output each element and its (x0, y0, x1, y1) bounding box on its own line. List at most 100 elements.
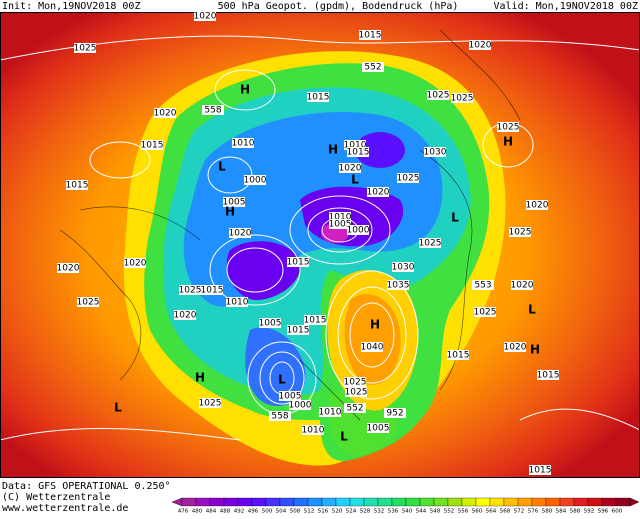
colorbar-swatch (307, 497, 323, 507)
label-bg (124, 258, 146, 268)
label-bg (201, 285, 223, 295)
colorbar-swatch (461, 497, 477, 507)
label-bg (66, 180, 88, 190)
isobar-label: 1025 (509, 228, 532, 238)
isobar-label: 1010 (344, 141, 367, 151)
colorbar-tick-label: 580 (542, 509, 553, 515)
colorbar-swatch (517, 497, 533, 507)
isobar-label: 1015 (287, 258, 310, 268)
isobar-label: 1000 (289, 401, 312, 411)
isobar-label: 1020 (339, 164, 362, 174)
colorbar-tick-label: 564 (486, 509, 497, 515)
colorbar-swatch (531, 497, 547, 507)
colorbar-tick-label: 508 (290, 509, 301, 515)
label-bg (345, 387, 367, 397)
isobar-label: 1040 (361, 343, 384, 353)
isobar-label: 1015 (529, 466, 552, 476)
data-source: Data: GFS OPERATIONAL 0.250° (2, 481, 171, 492)
colorbar-swatch (321, 497, 337, 507)
isobar-label: 1025 (199, 399, 222, 409)
pressure-center: H (225, 205, 235, 219)
isobar-label: 558 (271, 412, 288, 422)
label-bg (384, 408, 406, 418)
colorbar-swatch (475, 497, 491, 507)
label-bg (509, 227, 531, 237)
colorbar-tick-label: 544 (416, 509, 427, 515)
isobar-label: 1030 (392, 263, 415, 273)
isobar-label: 552 (364, 63, 381, 73)
isobar-label: 1020 (229, 229, 252, 239)
colorbar-swatch (377, 497, 393, 507)
isobar-label: 1000 (347, 226, 370, 236)
colorbar-swatch (419, 497, 435, 507)
colorbar-swatch (615, 497, 631, 507)
isobar-label: 952 (386, 409, 403, 419)
label-bg (77, 297, 99, 307)
label-bg (289, 400, 311, 410)
label-bg (367, 187, 389, 197)
label-bg (174, 310, 196, 320)
pressure-center: L (114, 401, 122, 415)
copyright: (C) Wetterzentrale (2, 492, 110, 503)
colorbar-swatch (405, 497, 421, 507)
label-bg (392, 262, 414, 272)
colorbar-tick-label: 520 (332, 509, 343, 515)
colorbar-swatch (265, 497, 281, 507)
colorbar-tick-label: 536 (388, 509, 399, 515)
label-bg (367, 423, 389, 433)
colorbar-swatch (293, 497, 309, 507)
isobar-label: 1010 (226, 298, 249, 308)
label-bg (329, 219, 351, 229)
isobar-label: 1025 (74, 44, 97, 54)
colorbar-arrow-right (629, 497, 640, 507)
colorbar-tick-label: 560 (472, 509, 483, 515)
isobar-label: 1010 (329, 213, 352, 223)
colorbar-swatch (503, 497, 519, 507)
colorbar-swatch (181, 497, 197, 507)
label-bg (359, 30, 381, 40)
isobar-label: 1025 (497, 123, 520, 133)
label-bg (344, 140, 366, 150)
label-bg (472, 280, 494, 290)
pressure-center: L (278, 373, 286, 387)
isobar-label: 1020 (511, 281, 534, 291)
label-bg (526, 200, 548, 210)
label-bg (229, 228, 251, 238)
isobar-label: 1020 (504, 343, 527, 353)
isobar-label: 553 (474, 281, 491, 291)
colorbar-tick-label: 584 (556, 509, 567, 515)
colorbar-swatch (573, 497, 589, 507)
label-bg (347, 147, 369, 157)
label-bg (319, 407, 341, 417)
init-time: Init: Mon,19NOV2018 00Z (2, 1, 140, 12)
label-bg (511, 280, 533, 290)
label-bg (226, 297, 248, 307)
pressure-center: L (340, 430, 348, 444)
colorbar-tick-label: 484 (206, 509, 217, 515)
colorbar-swatch (433, 497, 449, 507)
colorbar-tick-label: 576 (528, 509, 539, 515)
label-bg (279, 391, 301, 401)
label-bg (302, 425, 324, 435)
colorbar-tick-label: 488 (220, 509, 231, 515)
colorbar-swatch (489, 497, 505, 507)
isobar-label: 1000 (244, 176, 267, 186)
label-bg (469, 40, 491, 50)
isobar-label: 1025 (451, 94, 474, 104)
colorbar-tick-label: 480 (192, 509, 203, 515)
colorbar-swatch (349, 497, 365, 507)
colorbar-tick-label: 504 (276, 509, 287, 515)
label-bg (232, 138, 254, 148)
colorbar-swatch (363, 497, 379, 507)
isobar-label: 1020 (57, 264, 80, 274)
isobar-label: 1025 (474, 308, 497, 318)
label-bg (504, 342, 526, 352)
label-bg (287, 325, 309, 335)
isobar-label: 1030 (424, 148, 447, 158)
pressure-center: L (528, 303, 536, 317)
label-bg (179, 285, 201, 295)
colorbar-swatch (209, 497, 225, 507)
isobar-label: 1010 (232, 139, 255, 149)
pressure-center: H (370, 318, 380, 332)
isobar-label: 1010 (319, 408, 342, 418)
